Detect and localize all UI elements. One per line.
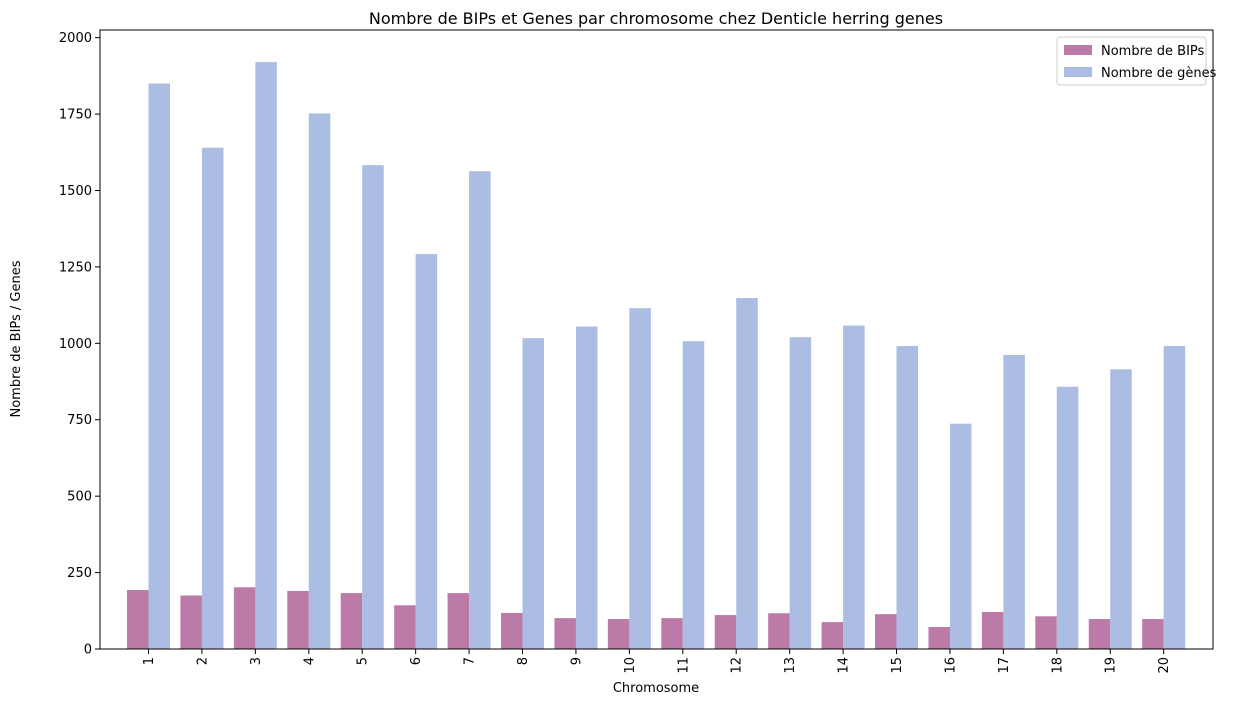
bar-bips-chr-18	[1035, 616, 1057, 649]
bar-bips-chr-9	[554, 618, 576, 649]
bar-genes-chr-4	[308, 113, 331, 649]
chart-title: Nombre de BIPs et Genes par chromosome c…	[369, 9, 943, 28]
bar-genes-chr-13	[789, 337, 812, 649]
bar-bips-chr-16	[928, 626, 950, 649]
x-tick-label-20: 20	[1157, 657, 1172, 674]
legend-label-bips: Nombre de BIPs	[1101, 44, 1205, 59]
legend-frame	[1056, 36, 1207, 86]
bar-genes-chr-10	[629, 308, 651, 649]
bar-bips-chr-14	[821, 622, 844, 649]
x-tick-label-8: 8	[516, 657, 531, 665]
bar-bips-chr-20	[1142, 619, 1164, 649]
bar-genes-chr-20	[1163, 346, 1186, 649]
bar-genes-chr-2	[201, 147, 224, 649]
bar-genes-chr-19	[1110, 369, 1132, 649]
legend: Nombre de BIPs Nombre de gènes	[1056, 36, 1217, 86]
x-tick-label-7: 7	[463, 657, 478, 665]
bar-bips-chr-5	[340, 593, 363, 649]
bar-genes-chr-17	[1003, 354, 1025, 649]
bar-genes-chr-12	[736, 298, 758, 649]
bar-genes-chr-9	[575, 326, 598, 649]
plot-frame	[99, 29, 1214, 650]
bar-bips-chr-15	[875, 614, 897, 649]
bar-bips-chr-3	[233, 587, 256, 649]
y-axis-label: Nombre de BIPs / Genes	[9, 260, 24, 417]
bar-genes-chr-18	[1056, 386, 1079, 649]
y-tick-label-1500: 1500	[59, 184, 92, 199]
bar-bips-chr-19	[1088, 619, 1111, 649]
x-tick-label-9: 9	[569, 657, 584, 665]
x-tick-label-3: 3	[249, 657, 264, 665]
x-tick-label-6: 6	[409, 657, 424, 665]
y-tick-label-1000: 1000	[59, 337, 92, 352]
y-tick-label-1750: 1750	[59, 108, 92, 123]
x-tick-label-16: 16	[943, 657, 958, 674]
x-tick-label-10: 10	[623, 657, 638, 674]
legend-swatch-bips	[1064, 45, 1092, 55]
y-tick-label-1250: 1250	[59, 260, 92, 275]
x-tick-label-1: 1	[142, 657, 157, 665]
bar-genes-chr-11	[682, 341, 705, 649]
bar-bips-chr-4	[287, 590, 309, 649]
bar-genes-chr-14	[843, 325, 865, 649]
x-tick-label-12: 12	[730, 657, 745, 674]
bar-bips-chr-12	[714, 615, 737, 649]
bars-group	[127, 62, 1186, 650]
y-tick-label-2000: 2000	[59, 31, 92, 46]
bar-genes-chr-8	[522, 338, 545, 649]
bar-genes-chr-7	[469, 171, 491, 649]
bar-genes-chr-5	[362, 165, 384, 650]
x-tick-label-2: 2	[195, 657, 210, 665]
y-tick-label-750: 750	[67, 413, 92, 428]
bar-bips-chr-2	[180, 595, 202, 649]
bar-bips-chr-17	[981, 612, 1004, 649]
bar-genes-chr-6	[415, 254, 438, 649]
bar-bips-chr-6	[394, 605, 416, 649]
bar-bips-chr-8	[501, 612, 523, 649]
bar-bips-chr-7	[447, 593, 470, 649]
legend-label-genes: Nombre de gènes	[1101, 66, 1217, 81]
bar-bips-chr-13	[768, 613, 790, 649]
y-tick-label-0: 0	[84, 643, 92, 658]
x-tick-label-19: 19	[1104, 657, 1119, 674]
x-tick-label-4: 4	[302, 657, 317, 665]
x-axis-ticks: 1 2 3 4 5 6 7 8 9 10 11 12 13 14 15 16 17 18 19 20	[142, 649, 1172, 674]
bar-genes-chr-3	[255, 62, 277, 650]
x-tick-label-15: 15	[890, 657, 905, 674]
y-axis-ticks: 0 250 500 750 1000 1250 1500 1750 2000	[59, 31, 100, 658]
x-tick-label-11: 11	[676, 657, 691, 674]
x-tick-label-14: 14	[837, 657, 852, 674]
x-axis-label: Chromosome	[613, 681, 699, 696]
legend-swatch-genes	[1064, 67, 1092, 77]
bar-bips-chr-11	[661, 618, 683, 649]
bar-bips-chr-1	[127, 590, 149, 649]
x-tick-label-5: 5	[356, 657, 371, 665]
x-tick-label-17: 17	[997, 657, 1012, 674]
bar-genes-chr-16	[949, 423, 972, 649]
bar-genes-chr-15	[896, 346, 919, 649]
bar-genes-chr-1	[148, 83, 170, 650]
x-tick-label-13: 13	[783, 657, 798, 674]
y-tick-label-250: 250	[67, 566, 92, 581]
bar-bips-chr-10	[607, 619, 630, 649]
x-tick-label-18: 18	[1050, 657, 1065, 674]
y-tick-label-500: 500	[67, 490, 92, 505]
